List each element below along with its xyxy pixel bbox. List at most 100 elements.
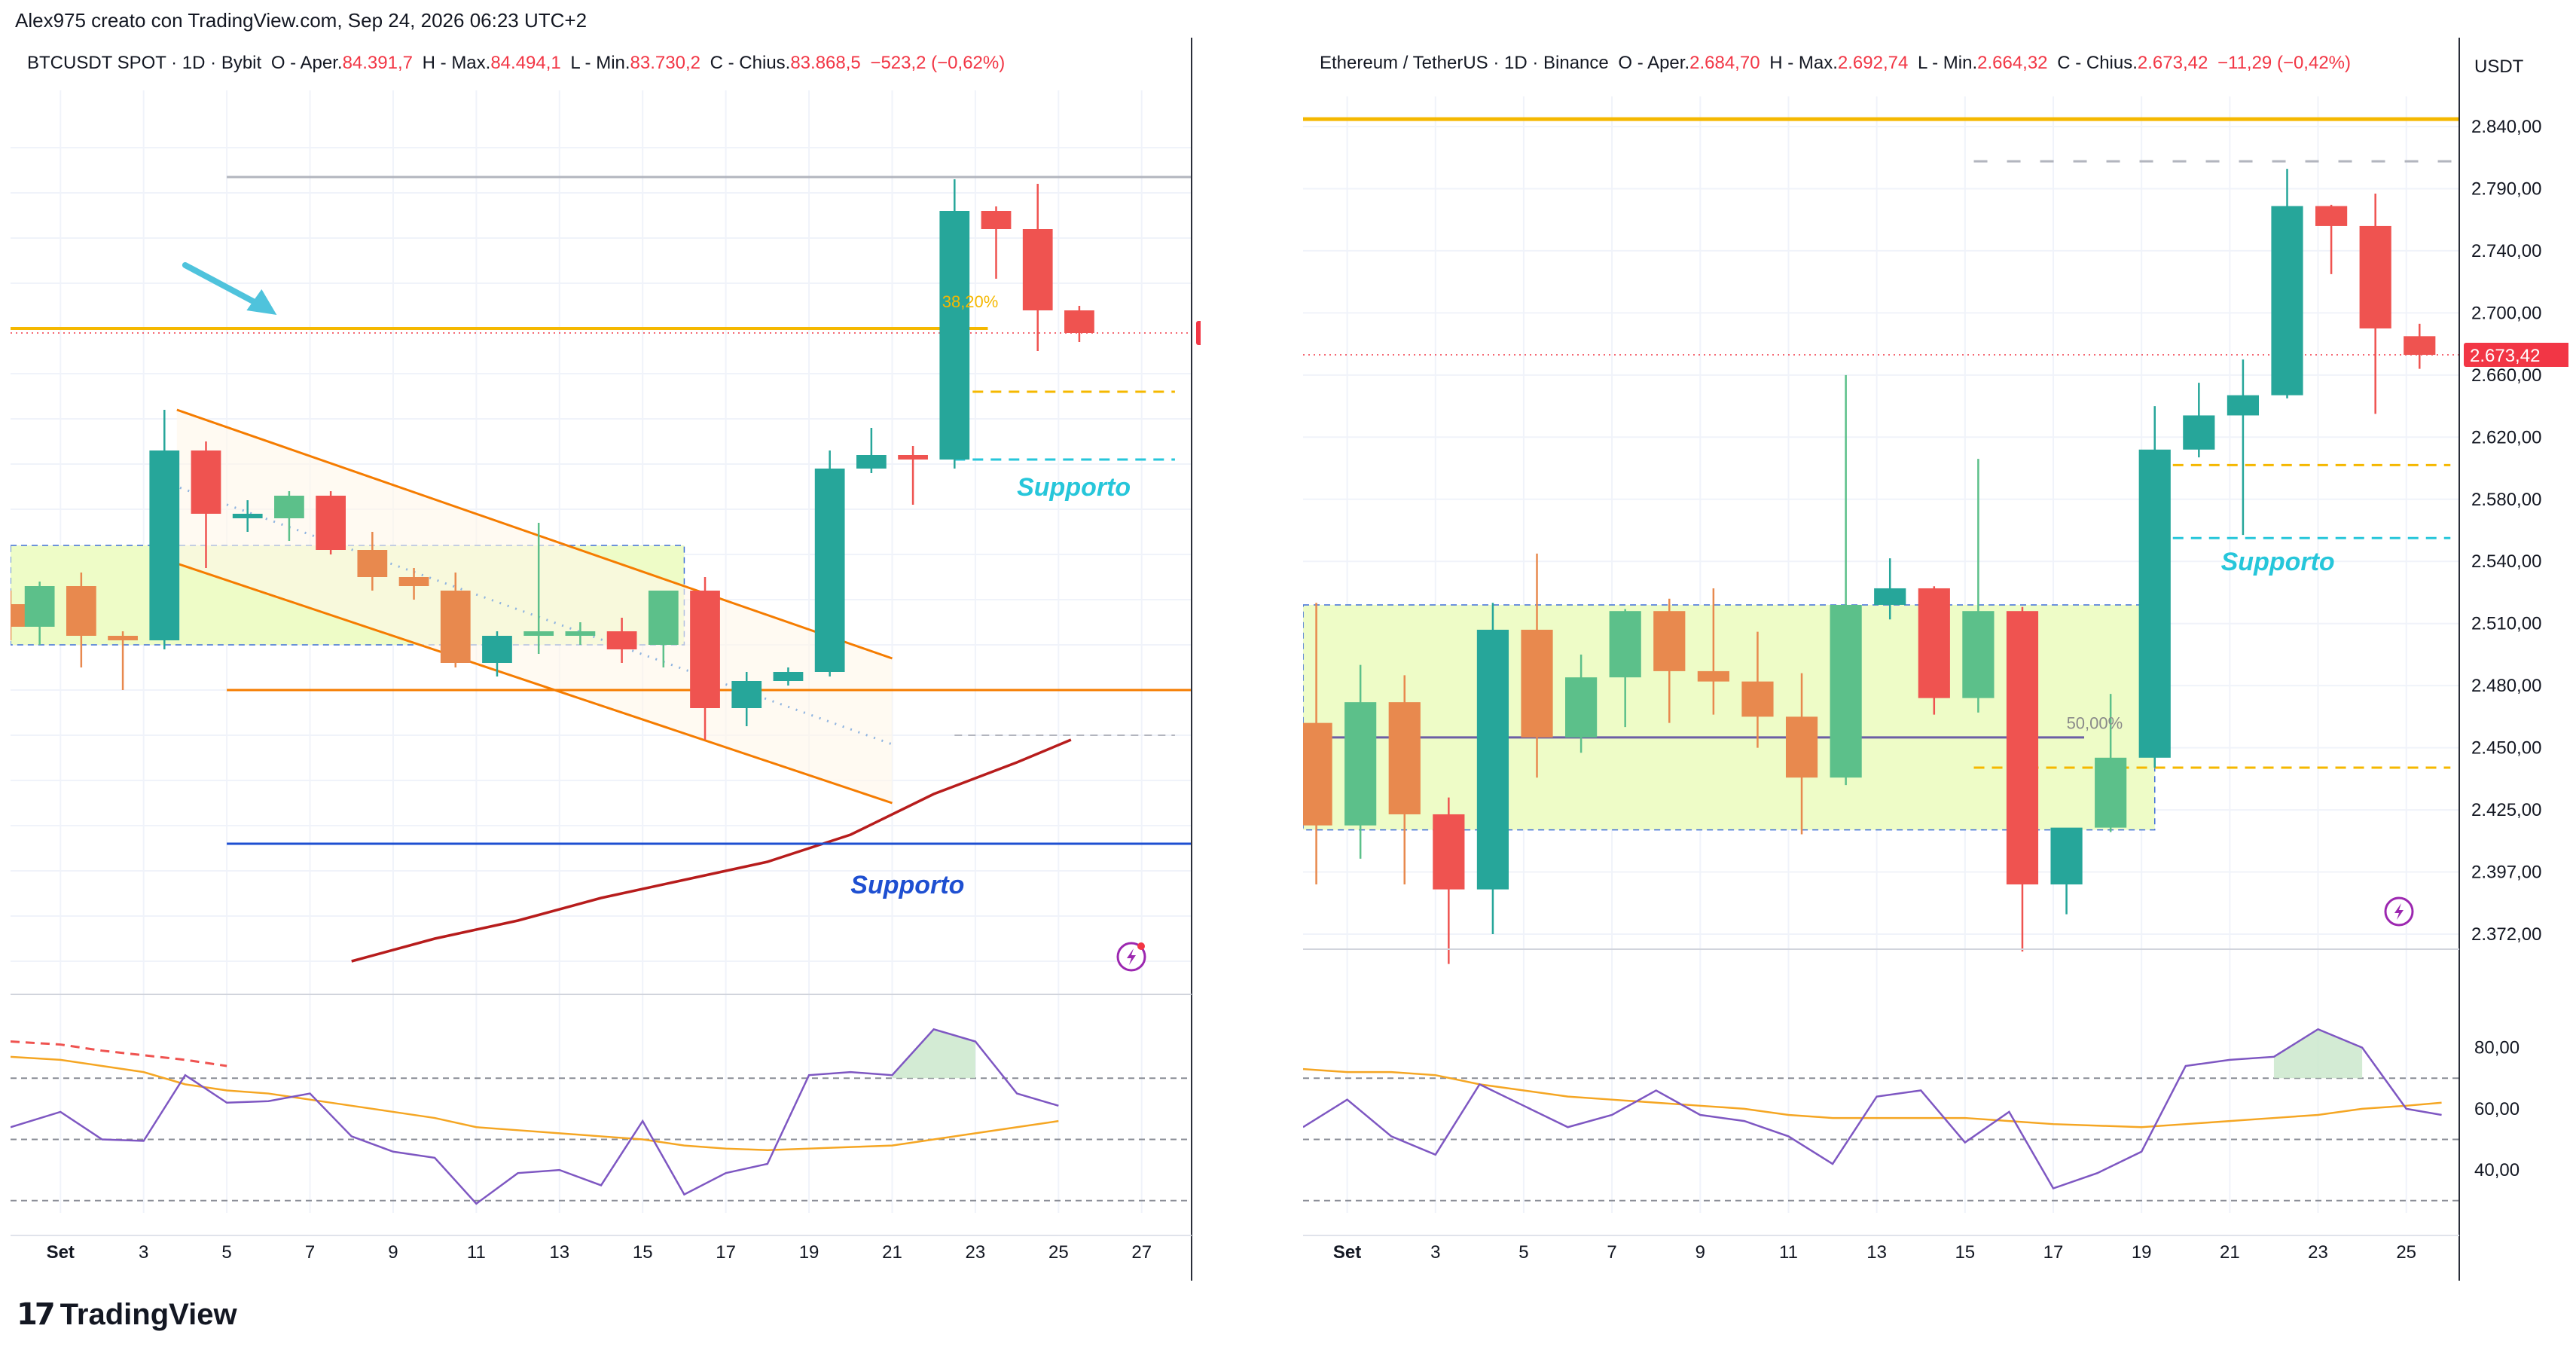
btc-x-tick: 21 — [882, 1242, 902, 1263]
tradingview-logo[interactable]: 17 TradingView — [17, 1297, 237, 1332]
eth-y-tick: 2.425,00 — [2471, 800, 2541, 820]
btc-x-tick: 15 — [633, 1242, 653, 1263]
eth-candle-body — [2183, 415, 2215, 450]
eth-y-tick: 2.580,00 — [2471, 490, 2541, 510]
eth-rsi-tick: 40,00 — [2474, 1160, 2520, 1180]
btc-candle-body — [316, 496, 346, 550]
btc-candle-body — [981, 211, 1012, 229]
btc-x-tick: 11 — [467, 1242, 486, 1263]
eth-currency-label: USDT — [2474, 56, 2524, 77]
btc-close-label: C - Chius. — [710, 53, 791, 73]
btc-ohlc-legend: BTCUSDT SPOT · 1D · Bybit O - Aper.84.39… — [27, 53, 1005, 74]
eth-candle-body — [1962, 611, 1995, 698]
btc-candle-body — [357, 550, 388, 577]
eth-candle-body — [1741, 681, 1774, 717]
eth-last-price-tag — [2464, 343, 2568, 368]
btc-x-tick: 27 — [1131, 1242, 1152, 1263]
eth-symbol: Ethereum / TetherUS · 1D · Binance — [1320, 53, 1609, 73]
btc-candle-body — [440, 591, 471, 663]
eth-y-tick: 2.372,00 — [2471, 924, 2541, 945]
eth-chart-panel[interactable]: 50,00% Supporto USDT 2.840,00 2.790,00 2.740,… — [1303, 38, 2568, 1281]
btc-fib-label: 38,20% — [942, 292, 999, 311]
btc-candle-body — [149, 450, 180, 640]
eth-low-label: L - Min. — [1917, 53, 1978, 73]
eth-candle-body — [2095, 757, 2127, 828]
btc-chart-svg[interactable]: 38,20%SupportoSupportoUSDT88.000,087.000… — [11, 38, 1201, 1281]
eth-y-tick: 2.700,00 — [2471, 303, 2541, 323]
btc-candle-body — [24, 586, 55, 627]
eth-x-tick: 13 — [1866, 1242, 1887, 1263]
btc-candle-body — [482, 636, 512, 663]
eth-candle-body — [2271, 206, 2303, 395]
btc-candle-body — [191, 450, 221, 514]
btc-candle-body — [11, 604, 26, 627]
eth-y-tick: 2.740,00 — [2471, 241, 2541, 261]
btc-candle-body — [108, 636, 138, 640]
eth-y-tick: 2.840,00 — [2471, 117, 2541, 137]
eth-candle-body — [1388, 702, 1421, 814]
btc-x-tick: 17 — [716, 1242, 736, 1263]
btc-channel-lower — [176, 562, 893, 805]
eth-y-tick: 2.397,00 — [2471, 863, 2541, 883]
btc-candle-body — [939, 211, 970, 460]
eth-y-tick: 2.620,00 — [2471, 427, 2541, 447]
btc-candle-body — [773, 672, 804, 681]
eth-candle-body — [2227, 395, 2260, 416]
eth-y-tick: 2.480,00 — [2471, 676, 2541, 696]
tradingview-logo-mark: 17 — [17, 1297, 56, 1332]
btc-rsi-ma-line — [11, 1055, 1059, 1151]
eth-y-tick: 2.510,00 — [2471, 614, 2541, 634]
eth-rsi-line — [1303, 1028, 2442, 1190]
eth-high-label: H - Max. — [1769, 53, 1838, 73]
eth-rsi-tick: 80,00 — [2474, 1038, 2520, 1058]
btc-candle-body — [1064, 310, 1094, 333]
eth-ohlc-legend: Ethereum / TetherUS · 1D · Binance O - A… — [1320, 53, 2351, 74]
eth-x-tick: 25 — [2396, 1242, 2416, 1263]
btc-rsi-line — [11, 1028, 1059, 1205]
tradingview-logo-text: TradingView — [60, 1297, 237, 1331]
btc-open-label: O - Aper. — [270, 53, 343, 73]
btc-x-tick: 13 — [549, 1242, 569, 1263]
btc-change-value: −523,2 (−0,62%) — [870, 53, 1006, 73]
btc-chart-panel[interactable]: 38,20%SupportoSupportoUSDT88.000,087.000… — [11, 38, 1201, 1281]
eth-candle-body — [1433, 814, 1465, 890]
eth-candle-body — [1303, 722, 1332, 826]
btc-support-label: Supporto — [1017, 473, 1131, 502]
btc-moving-average-line — [351, 738, 1072, 963]
eth-x-tick: 21 — [2220, 1242, 2240, 1263]
eth-candle-body — [1697, 670, 1729, 682]
btc-candle-body — [648, 591, 679, 645]
btc-candle-body — [66, 586, 96, 636]
eth-candle-body — [1830, 604, 1862, 778]
eth-last-price-text: 2.673,42 — [2470, 346, 2540, 366]
btc-candle-body — [1022, 229, 1053, 310]
eth-candle-body — [1918, 588, 1950, 698]
btc-lightning-glyph — [1127, 948, 1136, 965]
btc-x-tick: 5 — [221, 1242, 231, 1263]
btc-rsi-red-dash — [11, 1040, 227, 1067]
eth-change-value: −11,29 (−0,42%) — [2217, 53, 2351, 73]
eth-y-tick: 2.450,00 — [2471, 738, 2541, 759]
btc-high-value: 84.494,1 — [490, 53, 561, 73]
eth-candle-body — [1785, 716, 1818, 778]
btc-x-tick: 19 — [799, 1242, 819, 1263]
btc-x-tick: 9 — [388, 1242, 398, 1263]
eth-support-label: Supporto — [2221, 548, 2335, 576]
btc-x-tick: Set — [47, 1242, 75, 1263]
eth-candle-body — [1609, 611, 1641, 678]
eth-x-tick: 3 — [1430, 1242, 1440, 1263]
eth-x-tick: 15 — [1955, 1242, 1975, 1263]
eth-candle-body — [1521, 629, 1553, 738]
eth-close-label: C - Chius. — [2057, 53, 2138, 73]
btc-candle-body — [606, 631, 637, 649]
btc-candle-body — [898, 455, 928, 460]
btc-candle-body — [274, 496, 304, 518]
btc-candle-body — [814, 469, 845, 672]
eth-chart-svg[interactable]: 50,00% Supporto USDT 2.840,00 2.790,00 2.740,… — [1303, 38, 2568, 1281]
btc-x-tick: 23 — [966, 1242, 986, 1263]
header-credit: Alex975 creato con TradingView.com, Sep … — [15, 9, 588, 32]
eth-candle-body — [1653, 611, 1686, 671]
btc-low-label: L - Min. — [570, 53, 630, 73]
eth-candle-body — [2006, 611, 2039, 885]
btc-candle-body — [232, 514, 263, 518]
